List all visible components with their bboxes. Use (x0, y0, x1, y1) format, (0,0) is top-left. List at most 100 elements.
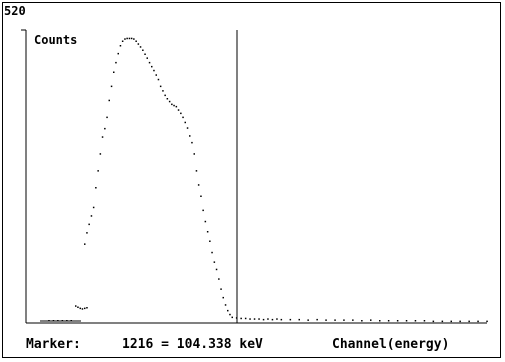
x-axis-label: Channel(energy) (332, 337, 450, 352)
data-point (88, 223, 90, 226)
data-point (121, 40, 124, 42)
data-point (86, 307, 88, 309)
data-point (159, 85, 162, 88)
data-point (133, 38, 135, 40)
data-point (148, 61, 151, 64)
data-point (231, 316, 233, 319)
data-point (115, 61, 117, 64)
data-point (227, 309, 229, 312)
data-point (90, 215, 93, 217)
data-point (262, 318, 265, 321)
data-point (146, 57, 148, 59)
data-point (164, 94, 166, 97)
data-point (108, 99, 110, 102)
data-point (186, 127, 189, 129)
data-point (79, 307, 81, 310)
data-point (48, 320, 50, 322)
data-point (218, 278, 220, 280)
data-point (352, 319, 354, 321)
data-point (70, 320, 72, 322)
data-point (142, 49, 144, 51)
data-point (244, 317, 247, 320)
data-point (144, 53, 146, 55)
data-point (61, 320, 64, 322)
data-point (387, 320, 390, 322)
data-point (267, 318, 269, 320)
data-point (151, 65, 153, 68)
data-point (222, 296, 224, 299)
data-point (195, 170, 198, 172)
data-point (110, 85, 113, 88)
data-point (229, 313, 231, 316)
data-point (117, 52, 119, 55)
data-point (396, 320, 399, 322)
data-point (209, 240, 211, 242)
data-point (77, 306, 79, 308)
data-point (101, 136, 104, 138)
data-point (175, 105, 178, 108)
data-point (276, 318, 278, 320)
data-point (106, 116, 108, 119)
data-point (193, 153, 195, 155)
data-point (99, 153, 102, 155)
data-point (298, 318, 300, 321)
data-point (97, 170, 99, 172)
data-point (343, 319, 345, 321)
data-point (197, 184, 200, 186)
data-point (204, 220, 207, 223)
data-point (215, 268, 218, 271)
data-point (177, 109, 180, 111)
data-point (137, 43, 140, 45)
data-point (249, 318, 251, 320)
data-point (81, 308, 84, 310)
data-point (75, 305, 77, 307)
data-point (258, 318, 260, 320)
data-point (113, 71, 115, 73)
data-point (128, 37, 131, 40)
data-points (48, 37, 488, 323)
data-point (153, 69, 155, 72)
y-axis-label: Counts (34, 33, 77, 47)
data-point (468, 320, 470, 323)
data-point (139, 46, 142, 48)
data-point (432, 320, 435, 323)
data-point (189, 135, 191, 137)
data-point (124, 38, 126, 40)
data-point (191, 141, 193, 144)
data-point (66, 320, 68, 322)
status-bar: Marker: 1216 = 104.338 keV Channel(energ… (26, 336, 496, 354)
data-point (280, 318, 283, 321)
data-point (271, 318, 274, 321)
marker-readout: 1216 = 104.338 keV (122, 337, 263, 352)
data-point (162, 90, 164, 92)
data-point (126, 37, 128, 40)
data-point (171, 103, 173, 106)
data-point (361, 320, 363, 322)
marker-label: Marker: (26, 337, 81, 352)
data-point (200, 195, 202, 197)
data-point (211, 251, 213, 254)
data-point (224, 304, 227, 306)
data-point (130, 37, 133, 40)
data-point (423, 320, 426, 322)
data-point (450, 320, 452, 323)
data-point (180, 112, 182, 115)
data-point (213, 261, 216, 263)
data-point (155, 74, 157, 76)
data-point (206, 231, 209, 233)
data-point (86, 232, 88, 234)
data-point (486, 320, 488, 323)
data-point (168, 100, 171, 103)
data-point (57, 320, 59, 322)
data-point (240, 317, 242, 320)
plot-axes (21, 29, 487, 324)
data-point (92, 206, 95, 209)
data-point (405, 320, 408, 322)
data-point (52, 320, 55, 322)
data-point (95, 187, 97, 189)
data-point (119, 45, 122, 47)
data-point (184, 121, 186, 124)
data-point (166, 98, 169, 100)
y-max-label: 520 (4, 4, 26, 18)
